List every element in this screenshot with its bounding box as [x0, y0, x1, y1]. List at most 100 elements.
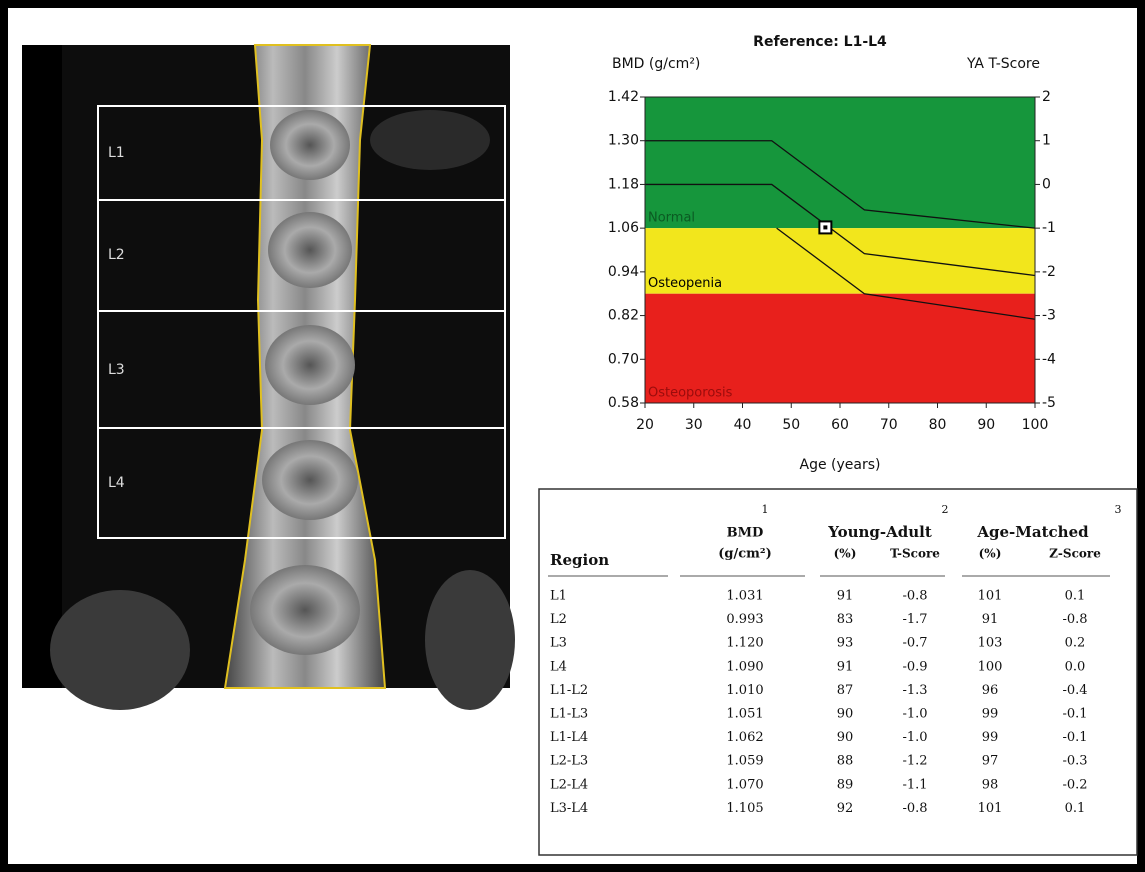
y-tick-label: 1.18: [608, 176, 639, 192]
y-tick-label: 1.06: [608, 220, 639, 236]
table-cell: 1.062: [726, 730, 763, 745]
y2-tick-label: 1: [1042, 133, 1051, 149]
column-number: 2: [942, 503, 949, 516]
table-cell: 0.993: [726, 612, 763, 627]
column-header: Region: [550, 551, 609, 569]
table-cell: 96: [982, 683, 999, 698]
table-cell: 89: [837, 777, 854, 792]
table-cell: L1-L4: [550, 730, 588, 745]
table-cell: 0.2: [1065, 636, 1086, 651]
table-cell: -0.4: [1062, 683, 1087, 698]
column-group: Age-Matched: [976, 523, 1089, 541]
table-cell: L4: [550, 659, 567, 674]
table-cell: -0.2: [1062, 777, 1087, 792]
column-header: BMD: [727, 526, 764, 541]
table-cell: 1.051: [726, 707, 763, 722]
table-cell: L2: [550, 612, 567, 627]
table-cell: -1.0: [902, 707, 927, 722]
zone-label: Osteoporosis: [648, 386, 733, 401]
table-cell: 1.031: [726, 589, 763, 604]
table-cell: 1.070: [726, 777, 763, 792]
table-cell: 0.1: [1065, 589, 1086, 604]
y-tick-label: 0.94: [608, 264, 639, 280]
table-cell: L3: [550, 636, 567, 651]
screenshot: L1 L2 L3 L4 Normal Osteopenia Osteoporosis 0.58…: [0, 0, 1145, 872]
table-cell: 1.059: [726, 754, 763, 769]
table-cell: 1.105: [726, 801, 763, 816]
table-cell: 91: [837, 659, 854, 674]
zone: [645, 97, 1035, 228]
chart-title: Reference: L1-L4: [753, 34, 887, 50]
column-header: Z-Score: [1049, 547, 1101, 561]
y-tick-label: 0.70: [608, 351, 639, 367]
x-tick-label: 80: [929, 417, 947, 433]
table-cell: 87: [837, 683, 854, 698]
table-cell: 101: [978, 801, 1003, 816]
column-group: Young-Adult: [827, 523, 932, 541]
column-header: (%): [979, 547, 1002, 561]
x-tick-label: 30: [685, 417, 703, 433]
table-cell: L1-L2: [550, 683, 588, 698]
y2-axis-label: YA T-Score: [966, 56, 1040, 72]
table-cell: 99: [982, 707, 999, 722]
table-cell: 0.1: [1065, 801, 1086, 816]
column-header: (g/cm²): [718, 547, 772, 562]
y2-tick-label: -2: [1042, 264, 1056, 280]
zone-label: Osteopenia: [648, 276, 722, 291]
table-cell: -0.3: [1062, 754, 1087, 769]
column-header: (%): [834, 547, 857, 561]
x-tick-label: 100: [1022, 417, 1049, 433]
table-cell: 92: [837, 801, 854, 816]
table-cell: 98: [982, 777, 999, 792]
table-cell: L1-L3: [550, 707, 588, 722]
table-cell: -1.2: [902, 754, 927, 769]
y-tick-label: 0.82: [608, 308, 639, 324]
y2-tick-label: -3: [1042, 308, 1056, 324]
column-number: 1: [762, 503, 769, 516]
y-tick-label: 1.42: [608, 89, 639, 105]
table-cell: 99: [982, 730, 999, 745]
table-cell: -0.9: [902, 659, 927, 674]
table-cell: 1.090: [726, 659, 763, 674]
table-cell: -0.1: [1062, 707, 1087, 722]
table-cell: -1.7: [902, 612, 927, 627]
x-tick-label: 70: [880, 417, 898, 433]
patient-point-core: [823, 225, 827, 229]
table-cell: 90: [837, 730, 854, 745]
spine-image: [22, 45, 515, 710]
table-cell: 103: [978, 636, 1003, 651]
table-cell: -1.1: [902, 777, 927, 792]
table-cell: 88: [837, 754, 854, 769]
table-cell: 93: [837, 636, 854, 651]
column-number: 3: [1115, 503, 1122, 516]
y-tick-label: 0.58: [608, 395, 639, 411]
y2-tick-label: -5: [1042, 395, 1056, 411]
y2-tick-label: 2: [1042, 89, 1051, 105]
x-tick-label: 60: [831, 417, 849, 433]
x-tick-label: 50: [782, 417, 800, 433]
table-cell: -1.0: [902, 730, 927, 745]
table-cell: -0.7: [902, 636, 927, 651]
table-cell: 1.010: [726, 683, 763, 698]
x-tick-label: 20: [636, 417, 654, 433]
table-cell: L2-L4: [550, 777, 588, 792]
table-cell: 100: [978, 659, 1003, 674]
table-cell: -0.8: [1062, 612, 1087, 627]
y-tick-label: 1.30: [608, 133, 639, 149]
table-cell: L3-L4: [550, 801, 588, 816]
x-axis-label: Age (years): [800, 457, 881, 473]
table-cell: L2-L3: [550, 754, 588, 769]
table-cell: L1: [550, 589, 567, 604]
table-cell: -1.3: [902, 683, 927, 698]
table-cell: 1.120: [726, 636, 763, 651]
table-cell: -0.8: [902, 589, 927, 604]
x-tick-label: 40: [734, 417, 752, 433]
y2-tick-label: -4: [1042, 351, 1056, 367]
table-cell: 101: [978, 589, 1003, 604]
table-cell: 90: [837, 707, 854, 722]
region-label: L3: [108, 362, 125, 378]
region-label: L2: [108, 247, 125, 263]
zone-label: Normal: [648, 211, 695, 226]
table-cell: 97: [982, 754, 999, 769]
table-cell: -0.8: [902, 801, 927, 816]
